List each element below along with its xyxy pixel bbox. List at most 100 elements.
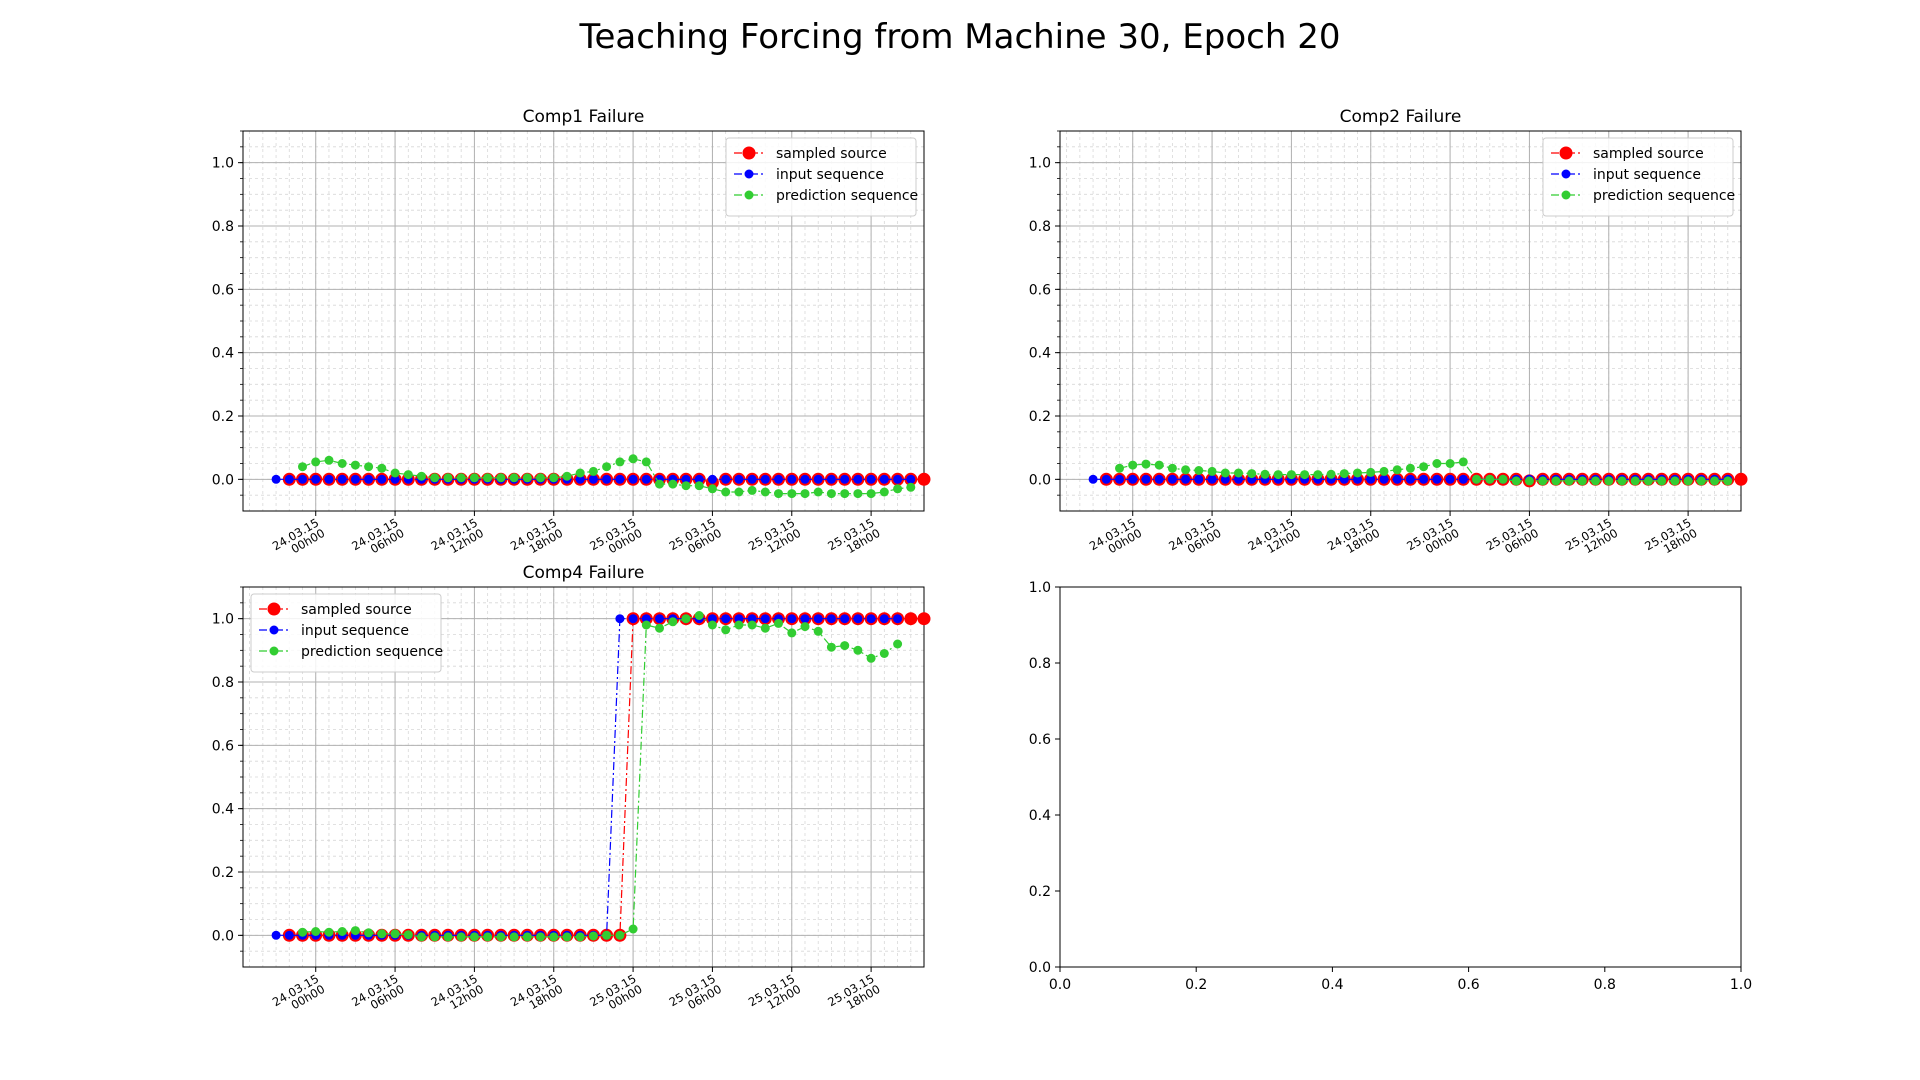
data-point — [1392, 465, 1402, 475]
data-point — [1392, 474, 1402, 484]
data-point — [430, 473, 440, 483]
data-point — [1101, 474, 1111, 484]
legend-label: sampled source — [776, 146, 887, 162]
data-point — [641, 614, 651, 624]
y-tick-label: 0.2 — [1029, 884, 1051, 900]
data-point — [298, 474, 307, 484]
data-point — [469, 473, 479, 483]
data-point — [562, 471, 572, 481]
data-point — [1458, 457, 1468, 467]
data-point — [628, 454, 638, 464]
data-point — [1167, 463, 1177, 473]
y-tick-label: 0.0 — [212, 928, 234, 944]
data-point — [853, 645, 863, 655]
data-point — [1353, 474, 1362, 484]
data-point — [602, 474, 612, 484]
data-point — [1141, 459, 1151, 469]
data-point — [734, 620, 744, 630]
data-point — [1538, 476, 1548, 486]
data-point — [1564, 476, 1574, 486]
data-point — [1300, 470, 1310, 480]
legend-marker — [742, 146, 756, 160]
data-point — [1088, 474, 1098, 484]
data-point — [522, 473, 532, 483]
y-tick-label: 0.2 — [1029, 409, 1051, 425]
data-point — [721, 474, 731, 484]
legend-label: prediction sequence — [776, 188, 918, 204]
y-tick-label: 0.4 — [212, 346, 234, 362]
data-point — [760, 474, 770, 484]
data-point — [1379, 466, 1389, 476]
data-point — [1247, 469, 1257, 479]
data-point — [655, 614, 664, 624]
data-point — [853, 489, 863, 499]
data-point — [1286, 470, 1296, 480]
data-point — [1128, 474, 1138, 484]
axes-title: Comp2 Failure — [1340, 107, 1462, 127]
data-point — [1617, 476, 1627, 486]
data-point — [707, 614, 717, 624]
data-point — [668, 617, 678, 627]
data-point — [1234, 474, 1243, 484]
legend-marker — [744, 169, 754, 179]
y-tick-label: 0.6 — [1029, 282, 1051, 298]
data-point — [496, 932, 506, 942]
x-tick-label: 1.0 — [1730, 977, 1752, 993]
data-point — [1432, 474, 1442, 484]
y-tick-label: 0.4 — [212, 802, 234, 818]
data-point — [760, 487, 770, 497]
data-point — [694, 611, 704, 620]
data-point — [707, 484, 717, 494]
data-point — [1591, 476, 1600, 486]
data-point — [1630, 476, 1640, 486]
data-point — [655, 623, 664, 633]
data-point — [602, 462, 612, 472]
x-tick-label: 0.8 — [1594, 977, 1616, 993]
data-point — [615, 614, 625, 624]
data-point — [917, 612, 931, 626]
data-point — [271, 474, 281, 484]
data-point — [549, 932, 559, 942]
data-point — [826, 642, 836, 652]
data-point — [721, 487, 731, 497]
data-point — [1207, 474, 1217, 484]
data-point — [298, 462, 307, 472]
axes-title: Comp4 Failure — [523, 563, 645, 583]
data-point — [641, 474, 651, 484]
data-point — [1643, 476, 1653, 486]
legend: sampled source input sequence prediction s… — [250, 593, 443, 673]
data-point — [826, 489, 836, 499]
data-point — [1734, 472, 1748, 486]
data-point — [628, 924, 638, 934]
y-tick-label: 0.2 — [212, 409, 234, 425]
data-point — [681, 481, 691, 491]
data-point — [1458, 474, 1468, 484]
data-point — [403, 930, 413, 940]
data-point — [602, 930, 612, 940]
y-tick-label: 1.0 — [1029, 156, 1051, 172]
data-point — [1511, 476, 1521, 486]
data-point — [390, 474, 400, 484]
data-point — [681, 474, 691, 484]
axes-title: Comp1 Failure — [523, 107, 645, 127]
data-point — [1234, 468, 1243, 478]
legend: sampled source input sequence prediction s… — [725, 137, 918, 217]
data-point — [866, 614, 876, 624]
data-point — [866, 653, 876, 663]
series-prediction-sequence — [298, 611, 903, 942]
data-point — [668, 479, 678, 489]
data-point — [1326, 469, 1336, 479]
data-point — [284, 930, 294, 940]
data-point — [509, 932, 519, 942]
data-point — [1339, 469, 1349, 479]
legend-label: prediction sequence — [301, 644, 443, 660]
data-point — [615, 930, 625, 940]
data-point — [1154, 474, 1164, 484]
legend-marker — [269, 625, 279, 635]
data-point — [1313, 470, 1323, 480]
legend-label: input sequence — [1593, 167, 1701, 183]
data-point — [1683, 476, 1693, 486]
data-point — [1115, 474, 1124, 484]
data-point — [840, 641, 850, 651]
data-point — [364, 928, 374, 938]
